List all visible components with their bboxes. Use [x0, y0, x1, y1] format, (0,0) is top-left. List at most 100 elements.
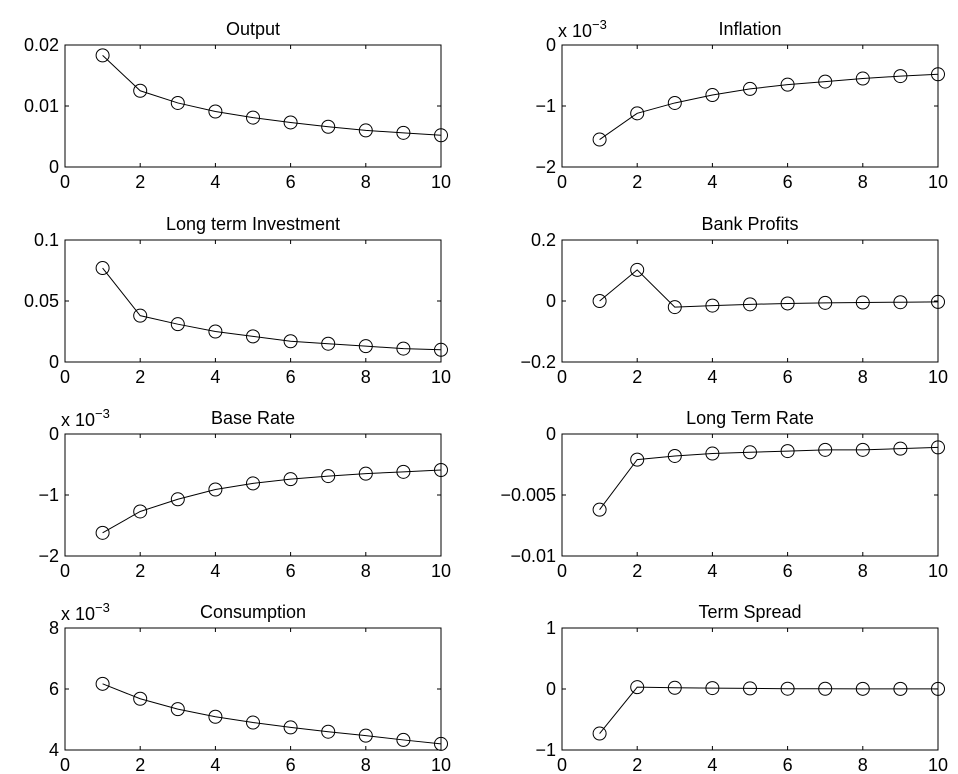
data-point — [855, 681, 870, 696]
x-tick-label: 10 — [431, 172, 451, 192]
subplot-6: Long Term Rate 0 2 4 6 8 10 −0.01 −0.005 0 — [500, 408, 948, 581]
data-point — [630, 106, 645, 121]
data-point — [133, 691, 148, 706]
chart-title: Inflation — [718, 19, 781, 39]
x-tick-label: 0 — [60, 367, 70, 387]
x-tick-label: 4 — [210, 561, 220, 581]
series-line — [102, 55, 442, 136]
data-point — [396, 464, 411, 479]
x-tick-label: 4 — [707, 367, 717, 387]
x-tick-label: 10 — [431, 561, 451, 581]
x-tick-label: 8 — [858, 172, 868, 192]
y-exponent-label: x 10−3 — [558, 17, 607, 41]
data-point — [170, 95, 185, 110]
chart-title: Base Rate — [211, 408, 295, 428]
x-tick-label: 6 — [783, 172, 793, 192]
x-tick-label: 2 — [632, 755, 642, 774]
data-point — [208, 709, 223, 724]
y-tick-label: −0.01 — [510, 546, 556, 566]
series-line — [599, 73, 939, 140]
series-line — [599, 269, 939, 308]
data-point — [705, 681, 720, 696]
data-point — [667, 95, 682, 110]
x-tick-label: 10 — [928, 172, 948, 192]
x-tick-label: 2 — [135, 755, 145, 774]
data-point — [855, 295, 870, 310]
axes-frame — [64, 627, 442, 751]
data-point — [208, 324, 223, 339]
data-point — [170, 317, 185, 332]
data-point — [743, 81, 757, 96]
x-tick-label: 4 — [210, 755, 220, 774]
chart-title: Output — [226, 19, 280, 39]
data-point — [931, 67, 945, 82]
data-point — [780, 296, 795, 311]
data-point — [321, 336, 336, 351]
data-point — [780, 77, 795, 92]
x-tick-label: 10 — [928, 367, 948, 387]
subplot-1: Output 0 2 4 6 8 10 0 0.01 0.02 — [24, 19, 451, 192]
x-tick-label: 10 — [928, 561, 948, 581]
y-tick-label: 8 — [49, 618, 59, 638]
data-point — [931, 294, 945, 309]
data-point — [667, 448, 682, 463]
x-tick-label: 8 — [361, 367, 371, 387]
x-tick-label: 6 — [783, 755, 793, 774]
data-point — [95, 48, 110, 63]
data-point — [818, 442, 833, 457]
data-point — [95, 261, 110, 276]
x-tick-label: 6 — [286, 172, 296, 192]
x-tick-label: 4 — [707, 755, 717, 774]
y-exponent-base: x 10 — [61, 604, 95, 624]
data-point — [358, 466, 373, 481]
chart-title: Long Term Rate — [686, 408, 814, 428]
y-tick-label: 0 — [546, 679, 556, 699]
data-point — [283, 115, 298, 130]
x-tick-label: 8 — [858, 755, 868, 774]
series-line — [599, 446, 939, 510]
data-point — [434, 462, 448, 477]
data-point — [931, 681, 945, 696]
x-tick-label: 0 — [60, 561, 70, 581]
data-point — [396, 125, 411, 140]
data-point — [667, 300, 682, 315]
data-point — [246, 329, 260, 344]
data-point — [743, 297, 757, 312]
data-point — [434, 128, 448, 143]
series-line — [102, 267, 442, 351]
data-point — [396, 341, 411, 356]
data-point — [893, 69, 908, 84]
chart-title: Consumption — [200, 602, 306, 622]
x-tick-label: 4 — [707, 172, 717, 192]
data-point — [743, 445, 757, 460]
y-tick-label: 0.01 — [24, 96, 59, 116]
data-point — [321, 724, 336, 739]
data-point — [396, 732, 411, 747]
y-tick-label: 0 — [546, 424, 556, 444]
x-tick-label: 8 — [858, 561, 868, 581]
x-tick-label: 10 — [431, 367, 451, 387]
x-tick-label: 10 — [431, 755, 451, 774]
y-tick-label: 6 — [49, 679, 59, 699]
data-point — [893, 681, 908, 696]
y-tick-label: 1 — [546, 618, 556, 638]
x-tick-label: 0 — [60, 755, 70, 774]
x-tick-label: 4 — [210, 367, 220, 387]
x-tick-label: 4 — [707, 561, 717, 581]
x-tick-label: 6 — [286, 561, 296, 581]
x-tick-label: 6 — [286, 755, 296, 774]
x-tick-label: 6 — [783, 367, 793, 387]
y-tick-label: −0.005 — [500, 485, 556, 505]
data-point — [321, 119, 336, 134]
series-line — [599, 686, 938, 734]
x-tick-label: 2 — [135, 367, 145, 387]
data-point — [630, 262, 645, 277]
data-point — [592, 726, 607, 741]
data-point — [705, 298, 720, 313]
x-tick-label: 2 — [632, 172, 642, 192]
